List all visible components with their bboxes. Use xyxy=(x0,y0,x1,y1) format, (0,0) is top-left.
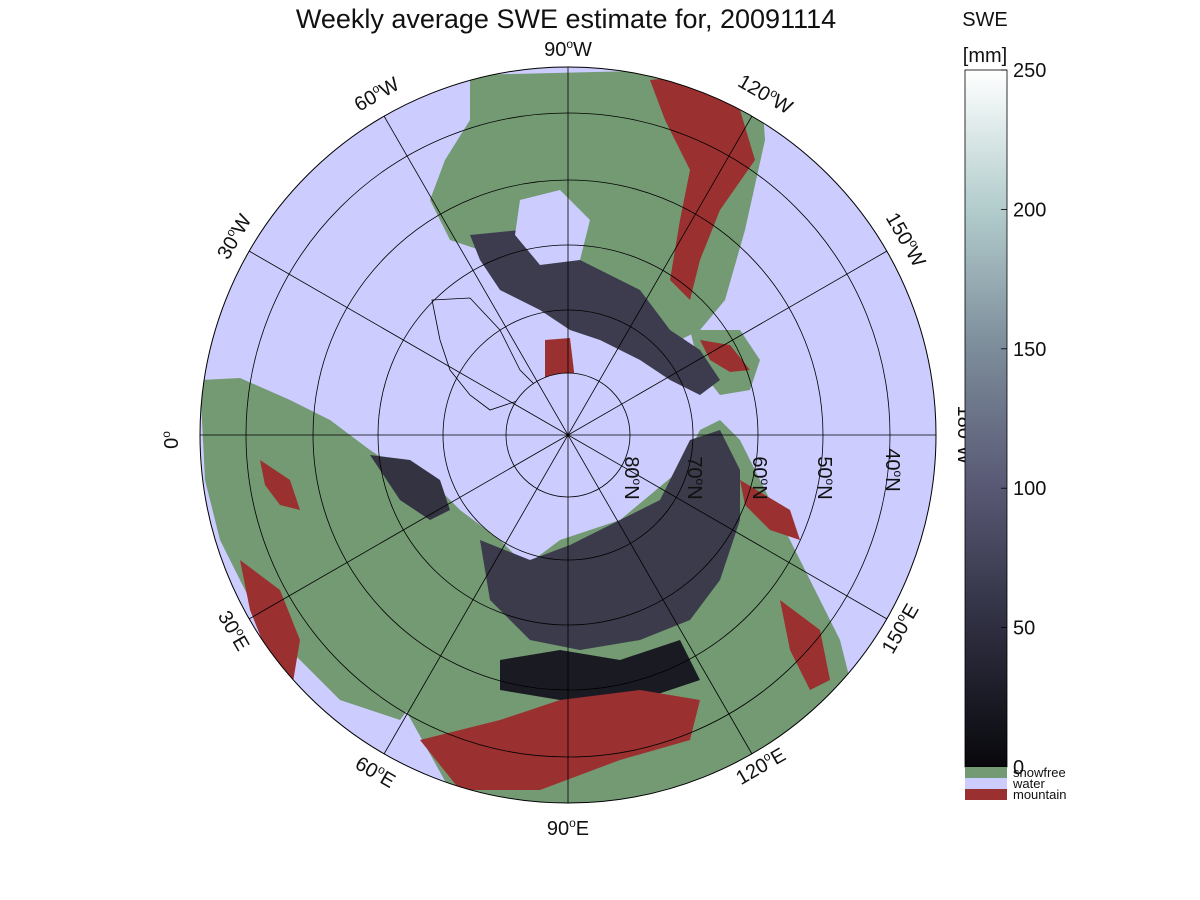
colorbar-title: SWE xyxy=(962,9,1008,31)
lat-label-80n: 80oN xyxy=(620,456,644,499)
lat-label-40n: 40oN xyxy=(881,448,905,491)
mountain-alaska xyxy=(700,340,750,372)
latitude-labels: 80oN 70oN 60oN 50oN 40oN xyxy=(620,448,905,499)
legend-swatch-snowfree xyxy=(965,767,1007,778)
lat-label-60n: 60oN xyxy=(748,456,772,499)
legend-swatch-mountain xyxy=(965,789,1007,800)
hudson-bay xyxy=(515,190,590,265)
colorbar-unit: [mm] xyxy=(963,45,1007,67)
colorbar-tick-label: 50 xyxy=(1013,618,1035,640)
snow-cover-scandinavia xyxy=(370,455,450,520)
colorbar-tick-label: 100 xyxy=(1013,478,1046,500)
mountain-rockies xyxy=(650,75,755,300)
map-title: Weekly average SWE estimate for, 2009111… xyxy=(296,4,836,34)
mountain-scandinavia xyxy=(260,460,300,510)
mountain-kamchatka xyxy=(780,600,830,690)
snow-cover-siberia xyxy=(480,430,740,650)
colorbar-tick-label: 150 xyxy=(1013,339,1046,361)
lon-label-90e: 90oE xyxy=(547,816,589,840)
legend-label-snowfree: snowfree xyxy=(1013,765,1066,780)
mountain-himalaya xyxy=(420,690,700,790)
snow-cover-north-america xyxy=(470,230,720,395)
longitude-labels: 90oW 120oW 150oW 180oW 150oE 120oE 90oE … xyxy=(159,37,977,840)
lat-label-50n: 50oN xyxy=(813,456,837,499)
lat-label-70n: 70oN xyxy=(683,456,707,499)
legend-label-water: water xyxy=(1012,776,1045,791)
snow-cover-central-asia xyxy=(500,640,700,700)
lon-label-90w: 90oW xyxy=(544,37,592,61)
mountain-east-siberia xyxy=(740,480,800,540)
colorbar: SWE [mm] 0 50 100 150 200 250 snowfreewatermo… xyxy=(962,9,1066,802)
meridians xyxy=(200,67,936,803)
colorbar-tick-label: 0 xyxy=(1013,757,1024,779)
legend-swatch-water xyxy=(965,778,1007,789)
colorbar-ticks: 0 50 100 150 200 250 xyxy=(1001,60,1046,779)
colorbar-gradient xyxy=(964,69,1008,768)
map-border xyxy=(199,66,937,804)
meridian-150w-30e xyxy=(248,250,888,620)
colorbar-tick-label: 250 xyxy=(1013,60,1046,82)
mountain-europe-alps xyxy=(240,560,300,700)
lon-label-0: 0o xyxy=(159,431,183,449)
polar-map xyxy=(199,66,937,804)
colorbar-tick-label: 200 xyxy=(1013,199,1046,221)
legend-label-mountain: mountain xyxy=(1013,787,1066,802)
